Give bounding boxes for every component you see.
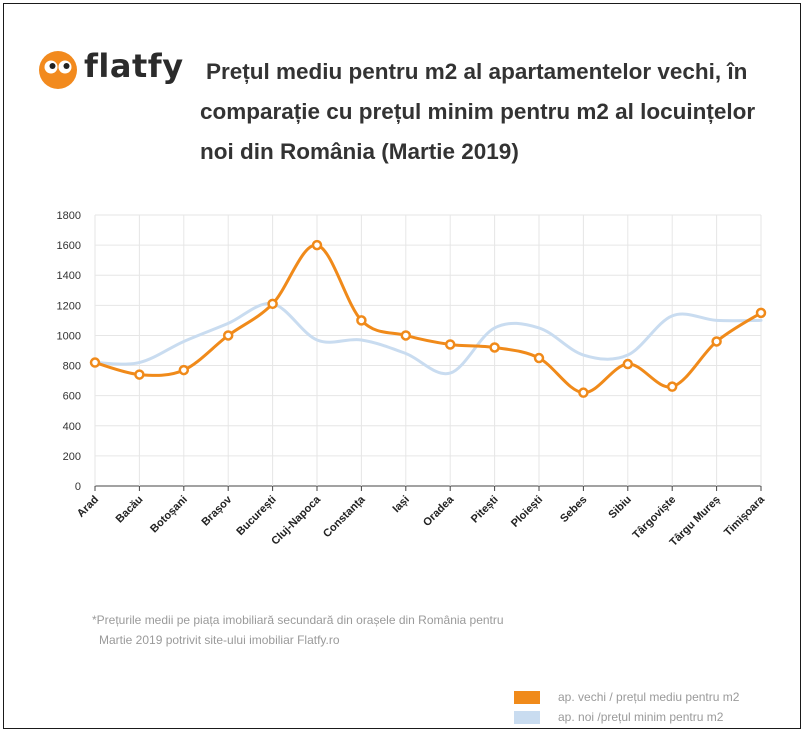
data-point-old-apartments [222, 330, 234, 341]
data-point-old-apartments [311, 239, 323, 251]
x-tick-label: Sibiu [606, 494, 633, 521]
legend-swatch-orange [514, 691, 540, 704]
series-line-new-apartments [93, 302, 763, 376]
data-point-old-apartments [578, 387, 589, 398]
chart-footnote: *Prețurile medii pe piața imobiliară sec… [92, 610, 504, 650]
data-point-old-apartments [89, 357, 101, 368]
flatfy-logo: flatfy [38, 47, 183, 90]
x-tick-label: Constanța [321, 493, 368, 540]
data-point-old-apartments [267, 298, 278, 310]
brand-name: flatfy [84, 47, 184, 85]
data-point-old-apartments [134, 369, 145, 380]
data-point-old-apartments [489, 342, 500, 353]
x-tick-label: Pitești [469, 494, 501, 526]
y-tick-label: 1400 [57, 270, 81, 282]
x-tick-label: Bacău [114, 494, 146, 526]
x-tick-label: Botoșani [148, 494, 190, 536]
chart-title-line-1: Prețul mediu pentru m2 al apartamentelor… [206, 59, 748, 84]
legend-swatch-blue [514, 711, 540, 724]
data-point-old-apartments [711, 336, 722, 347]
y-tick-label: 400 [63, 421, 81, 433]
data-point-old-apartments [622, 358, 634, 370]
data-point-old-apartments [444, 339, 456, 350]
data-point-old-apartments [178, 364, 190, 376]
y-tick-label: 200 [63, 451, 81, 463]
owl-logo-icon [39, 51, 77, 89]
data-point-old-apartments [533, 352, 545, 364]
data-point-old-apartments [755, 307, 767, 319]
footnote-line-2: Martie 2019 potrivit site-ului imobiliar… [99, 633, 340, 647]
data-point-old-apartments [666, 381, 678, 392]
x-tick-label: București [234, 494, 278, 538]
legend-label-new-apartments: ap. noi /prețul minim pentru m2 [558, 710, 724, 724]
y-tick-label: 600 [63, 391, 81, 403]
data-point-old-apartments [400, 330, 412, 341]
y-tick-label: 1800 [57, 210, 81, 222]
y-tick-label: 1000 [57, 330, 81, 342]
x-tick-label: Arad [75, 494, 101, 520]
x-tick-label: Sebes [558, 494, 589, 525]
chart-title-line-3: noi din România (Martie 2019) [200, 139, 519, 164]
y-tick-label: 1600 [57, 240, 81, 252]
legend-label-old-apartments: ap. vechi / prețul mediu pentru m2 [558, 690, 740, 704]
x-tick-label: Oradea [421, 493, 457, 529]
x-tick-label: Brașov [199, 493, 234, 528]
y-tick-label: 800 [63, 361, 81, 373]
chart-title: Prețul mediu pentru m2 al apartamentelor… [200, 52, 780, 172]
data-point-old-apartments [356, 315, 367, 326]
footnote-line-1: *Prețurile medii pe piața imobiliară sec… [92, 613, 504, 627]
y-tick-label: 0 [75, 481, 81, 493]
x-tick-label: Iași [390, 494, 411, 515]
series-line-old-apartments [93, 243, 763, 395]
x-tick-label: Ploiești [509, 494, 545, 530]
chart-title-line-2: comparație cu prețul minim pentru m2 al … [200, 99, 756, 124]
x-tick-label: Timișoara [722, 493, 768, 539]
x-tick-label: Târgoviște [630, 494, 678, 542]
y-tick-label: 1200 [57, 300, 81, 312]
